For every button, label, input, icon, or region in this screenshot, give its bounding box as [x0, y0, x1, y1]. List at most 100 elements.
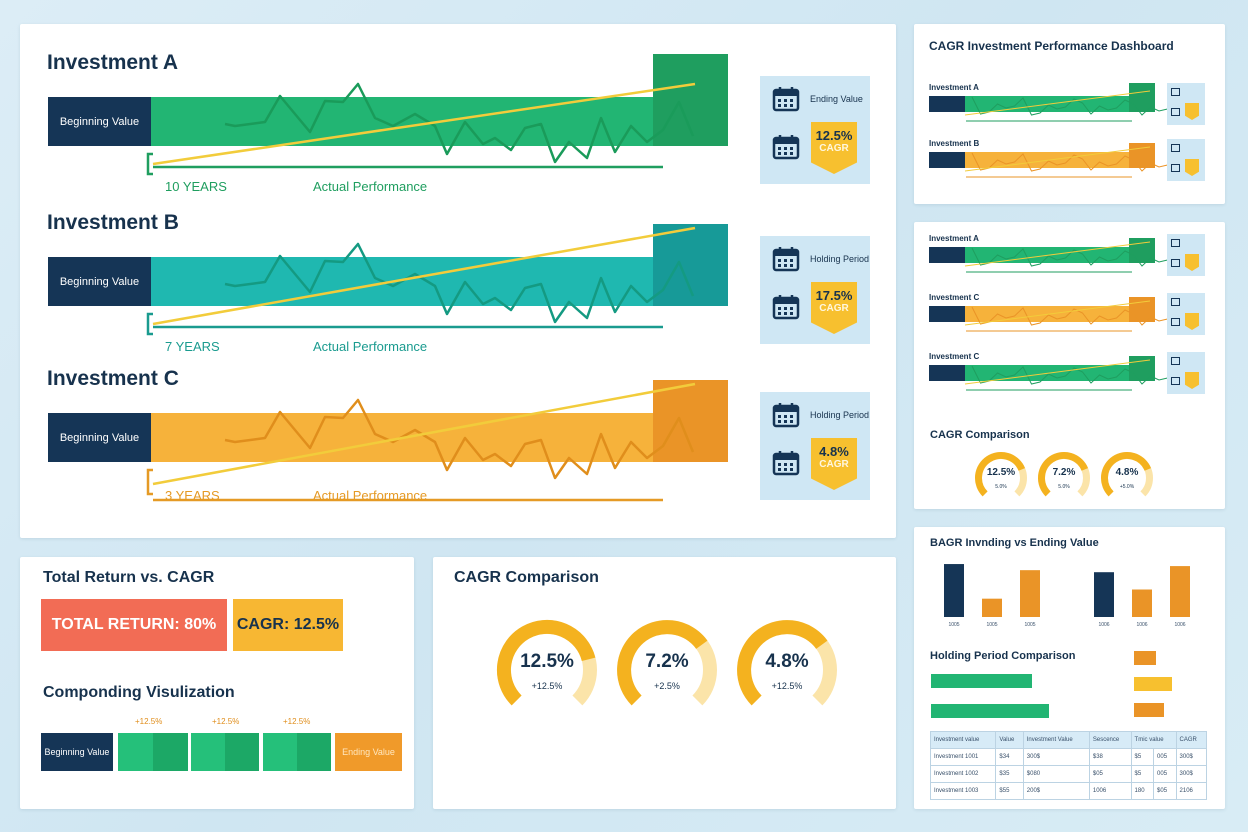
calendar-icon: [772, 403, 800, 428]
mini-investment-bar: [964, 306, 1155, 322]
mini-cagr-badge: [1185, 159, 1199, 176]
cagr-side-panel: Ending Value 12.5% CAGR: [760, 76, 870, 184]
calendar-icon: [772, 247, 800, 272]
cagr-value: 4.8%: [819, 444, 849, 459]
mini-investment-row: Investment C: [914, 352, 1225, 404]
table-cell: Investment 1001: [929, 748, 997, 766]
table-cell: Investment 1002: [929, 765, 997, 783]
table-cell: 005: [1153, 748, 1177, 766]
investment-title: Investment B: [47, 211, 179, 234]
table-header-cell: Investment Value: [1022, 731, 1090, 749]
mini-performance-line: [971, 152, 1168, 172]
bar: [1094, 572, 1114, 617]
mini-calendar-icon: [1171, 298, 1180, 306]
mini-investment-row: Investment B: [914, 139, 1225, 191]
mini-ending-block: [1129, 297, 1155, 322]
table-row: Investment 1003 $55 200$ 1006 180 $05 2106: [929, 782, 1208, 800]
mini-cagr-gauge: 12.5% 5.0%: [974, 451, 1028, 505]
beginning-value-label: Beginning Value: [59, 275, 140, 288]
bar-chart: 1005 1005 1005 1006 1006 1006: [944, 564, 1190, 628]
mini-investment-row: Investment A: [914, 83, 1225, 135]
cagr-badge: 4.8% CAGR: [811, 438, 857, 490]
holding-bar-green: [931, 704, 1049, 718]
mini-trend-line: [964, 241, 1151, 267]
beginning-value-box: Beginning Value: [48, 97, 151, 146]
gauge-arc: [617, 620, 717, 706]
mini-investment-row: Investment A: [914, 234, 1225, 286]
compounding-step-1: [118, 733, 188, 771]
mini-performance-chart: [964, 146, 1168, 178]
table-header-row: Investment value Value Investment Value Ses…: [929, 731, 1208, 749]
mini-ending-block: [1129, 238, 1155, 263]
performance-chart: [146, 382, 696, 502]
table-cell: $35: [995, 765, 1024, 783]
table-cell: 200$: [1022, 782, 1090, 800]
cagr-trend-line: [152, 82, 696, 166]
table-cell: Investment 1003: [929, 782, 997, 800]
mini-side-panel: [1167, 83, 1205, 125]
investment-title: Investment C: [47, 367, 179, 390]
cagr-comparison-title: CAGR Comparison: [454, 569, 599, 586]
mini-beginning-box: [929, 365, 965, 381]
mini-performance-line: [971, 96, 1168, 116]
mini-dashboard-2-card: Investment A Investment C Investment C: [914, 222, 1225, 509]
mini-gauge-subvalue: 5.0%: [995, 484, 1007, 490]
cagr-label: CAGR: 12.5%: [236, 616, 340, 633]
compounding-begin-box: Beginning Value: [41, 733, 113, 771]
mini-beginning-box: [929, 247, 965, 263]
table-header-cell: Sescence: [1088, 731, 1132, 749]
beginning-value-label: Beginning Value: [59, 431, 140, 444]
table-header-cell: Tmic value: [1130, 731, 1177, 749]
mini-performance-chart: [964, 90, 1168, 122]
cagr-badge-label: CAGR: [819, 303, 849, 314]
table-header-cell: Value: [995, 731, 1024, 749]
cagr-trend-line: [152, 226, 696, 326]
mini-trend-line: [964, 90, 1151, 116]
actual-performance-label: Actual Performance: [313, 488, 428, 503]
mini-cagr-badge: [1185, 313, 1199, 330]
mini-ending-block: [1129, 143, 1155, 168]
total-return-card: Total Return vs. CAGR TOTAL RETURN: 80% …: [20, 557, 414, 809]
mini-investment-title: Investment A: [929, 234, 979, 243]
beginning-value-box: Beginning Value: [48, 413, 151, 462]
mini-trend-line: [964, 146, 1151, 172]
cagr-badge-label: CAGR: [819, 143, 849, 154]
compounding-step-3: [263, 733, 331, 771]
table-cell: $34: [995, 748, 1024, 766]
mini-performance-line: [971, 306, 1168, 326]
table-header-cell: CAGR: [1175, 731, 1208, 749]
total-return-label: TOTAL RETURN: 80%: [51, 616, 217, 633]
table-cell: $080: [1022, 765, 1090, 783]
table-row: Investment 1001 $34 300$ $38 $5 005 300$: [929, 748, 1208, 766]
cagr-badge-label: CAGR: [819, 459, 849, 470]
actual-performance-line: [224, 242, 695, 324]
investment-row: Investment A Beginning Value 10 YEARS Ac…: [20, 51, 896, 214]
mini-side-panel: [1167, 139, 1205, 181]
cagr-side-panel: Holding Period 4.8% CAGR: [760, 392, 870, 500]
bar: [1132, 589, 1152, 617]
investment-row: Investment B Beginning Value 7 YEARS Act…: [20, 211, 896, 374]
holding-bar-orange: [1134, 703, 1164, 717]
mini-gauge-arc: [1101, 451, 1153, 497]
period-label: 7 YEARS: [165, 339, 220, 354]
data-table: Investment value Value Investment Value Ses…: [929, 731, 1208, 800]
investment-panel: Investment A Beginning Value 10 YEARS Ac…: [20, 24, 896, 538]
mini-investment-title: Investment C: [929, 352, 980, 361]
calendar-icon: [772, 451, 800, 476]
mini-cagr-badge: [1185, 372, 1199, 389]
bar-table-card: BAGR Invnding vs Ending Value 1005 1005 10…: [914, 527, 1225, 809]
mini-gauge-value: 7.2%: [1052, 467, 1076, 478]
mini-dashboard-title: CAGR Investment Performance Dashboard: [929, 39, 1174, 53]
cagr-side-panel: Holding Period 17.5% CAGR: [760, 236, 870, 344]
bar-tick-label: 1005: [1024, 622, 1035, 628]
mini-side-panel: [1167, 234, 1205, 276]
mini-calendar-icon: [1171, 259, 1180, 267]
side-panel-label: Holding Period: [810, 254, 870, 264]
table-cell: $55: [995, 782, 1024, 800]
mini-dashboard-card: CAGR Investment Performance Dashboard In…: [914, 24, 1225, 204]
mini-gauge-subvalue: +5.0%: [1119, 484, 1135, 490]
bar-tick-label: 1006: [1098, 622, 1109, 628]
table-cell: $38: [1088, 748, 1132, 766]
investment-title: Investment A: [47, 51, 179, 74]
mini-performance-chart: [964, 300, 1168, 332]
